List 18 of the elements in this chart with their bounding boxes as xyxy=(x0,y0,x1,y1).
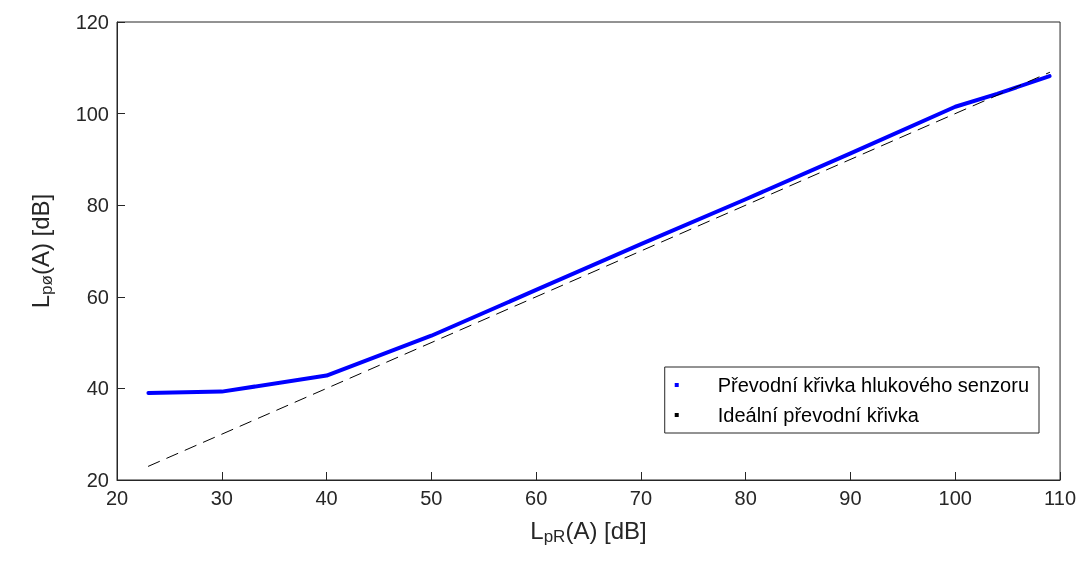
y-tick-label: 80 xyxy=(86,194,109,217)
y-tick-label: 100 xyxy=(75,102,109,125)
x-tick-label: 90 xyxy=(839,487,862,509)
line-series xyxy=(146,74,1052,395)
x-tick-label: 40 xyxy=(315,487,338,509)
y-tick-label: 120 xyxy=(75,11,109,33)
x-tick-label: 100 xyxy=(938,487,972,509)
x-tick-label: 30 xyxy=(210,487,233,509)
x-tick-label: 60 xyxy=(525,487,548,509)
legend-label: Ideální převodní křivka xyxy=(717,404,920,426)
legend-label: Převodní křivka hlukového senzoru xyxy=(717,374,1029,396)
y-axis-title: Lpø(A) [dB] xyxy=(27,193,56,309)
y-tick-label: 60 xyxy=(86,285,109,308)
y-tick-label: 40 xyxy=(86,377,109,400)
x-tick-label: 80 xyxy=(734,487,757,509)
x-tick-label: 70 xyxy=(629,487,653,509)
x-tick-label: 110 xyxy=(1044,487,1076,509)
x-tick-label: 50 xyxy=(420,487,443,509)
